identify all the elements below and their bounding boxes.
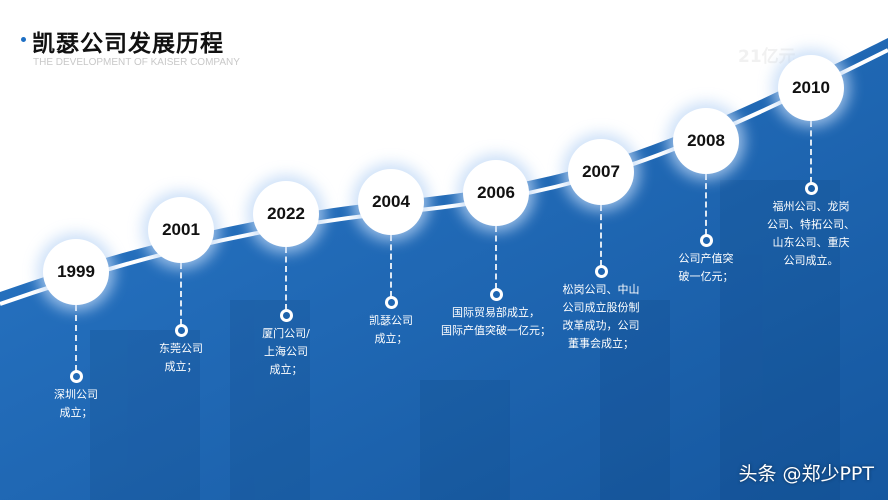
timeline-connector xyxy=(600,205,602,266)
year-node: 2010 xyxy=(778,55,844,121)
year-node: 2004 xyxy=(358,169,424,235)
ring-marker-icon xyxy=(700,234,713,247)
ring-marker-icon xyxy=(490,288,503,301)
timeline-connector xyxy=(75,305,77,371)
ring-marker-icon xyxy=(805,182,818,195)
page-subtitle: THE DEVELOPMENT OF KAISER COMPANY xyxy=(33,57,240,68)
title-bullet xyxy=(21,37,26,42)
ring-marker-icon xyxy=(175,324,188,337)
milestone-description: 松岗公司、中山 公司成立股份制 改革成功，公司 董事会成立； xyxy=(562,283,640,350)
ring-marker-icon xyxy=(280,309,293,322)
timeline-connector xyxy=(495,226,497,289)
year-node: 2008 xyxy=(673,108,739,174)
milestone-description: 国际贸易部成立， 国际产值突破一亿元； xyxy=(441,306,551,337)
ring-marker-icon xyxy=(70,370,83,383)
ring-marker-icon xyxy=(595,265,608,278)
timeline-connector xyxy=(285,247,287,310)
timeline-connector xyxy=(180,263,182,325)
page-title: 凯瑟公司发展历程 xyxy=(32,31,224,57)
milestone-description: 福州公司、龙岗 公司、特拓公司、 山东公司、重庆 公司成立。 xyxy=(767,200,855,267)
watermark: 头条 @郑少PPT xyxy=(738,463,874,485)
year-node: 2006 xyxy=(463,160,529,226)
milestone-description: 厦门公司/ 上海公司 成立； xyxy=(262,327,310,376)
milestone-description: 凯瑟公司 成立； xyxy=(369,314,413,345)
timeline-connector xyxy=(390,235,392,297)
year-node: 1999 xyxy=(43,239,109,305)
milestone-description: 东莞公司 成立； xyxy=(159,342,203,373)
year-node: 2001 xyxy=(148,197,214,263)
ring-marker-icon xyxy=(385,296,398,309)
milestone-description: 深圳公司 成立； xyxy=(54,388,98,419)
year-node: 2022 xyxy=(253,181,319,247)
year-node: 2007 xyxy=(568,139,634,205)
ghost-text: 21亿元 xyxy=(738,47,796,67)
timeline-connector xyxy=(705,174,707,235)
timeline-connector xyxy=(810,121,812,183)
milestone-description: 公司产值突 破一亿元； xyxy=(678,252,734,283)
